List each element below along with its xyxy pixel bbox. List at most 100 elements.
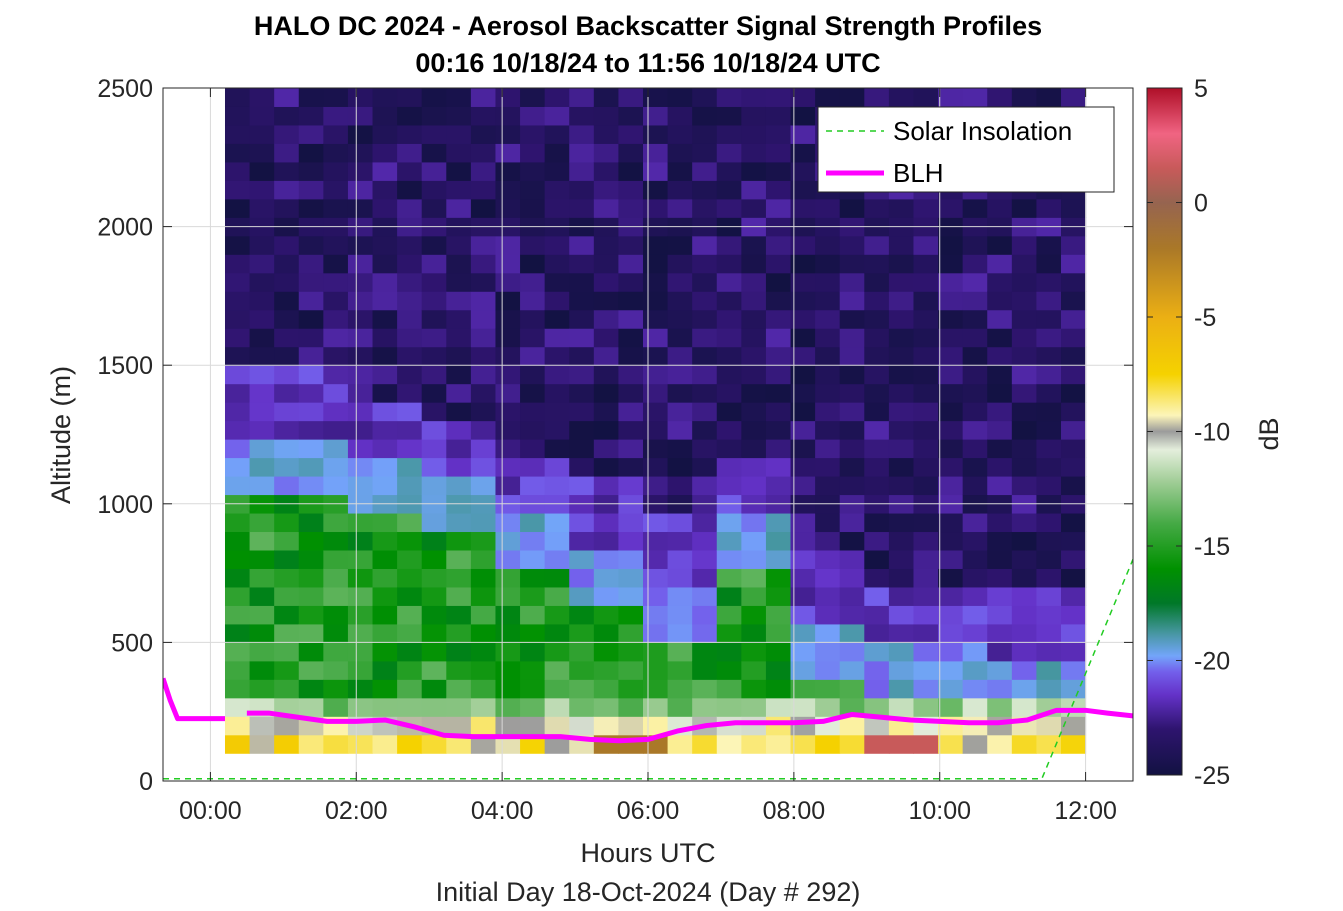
heatmap-cell [962, 439, 988, 459]
heatmap-cell [790, 697, 816, 717]
heatmap-cell [716, 106, 742, 126]
heatmap-cell [938, 605, 964, 625]
heatmap-cell [1011, 476, 1037, 496]
heatmap-cell [765, 346, 792, 366]
heatmap-cell [741, 180, 767, 200]
heatmap-cell [692, 734, 718, 754]
heatmap-cell [323, 586, 349, 606]
heatmap-cell [987, 660, 1013, 680]
heatmap-cell [987, 309, 1013, 329]
heatmap-cell [618, 586, 644, 606]
heatmap-cell [249, 586, 275, 606]
heatmap-cell [421, 254, 447, 274]
heatmap-cell [839, 568, 865, 588]
heatmap-cell [864, 679, 890, 699]
heatmap-cell [864, 697, 890, 717]
heatmap-cell [790, 439, 816, 459]
heatmap-cell [249, 106, 275, 126]
heatmap-cell [323, 642, 349, 662]
heatmap-cell [372, 642, 398, 662]
heatmap-cell [1036, 254, 1062, 274]
heatmap-cell [569, 476, 595, 496]
heatmap-cell [397, 328, 423, 348]
heatmap-cell [790, 550, 816, 569]
heatmap-cell [667, 531, 693, 551]
heatmap-cell [372, 420, 398, 440]
heatmap-cell [569, 660, 595, 680]
heatmap-cell [274, 716, 300, 736]
heatmap-cell [421, 383, 447, 403]
heatmap-cell [298, 586, 324, 606]
heatmap-cell [667, 235, 693, 255]
heatmap-cell [569, 642, 595, 662]
heatmap-cell [520, 513, 546, 533]
heatmap-cell [274, 476, 300, 496]
heatmap-cell [888, 550, 914, 569]
heatmap-cell [618, 420, 644, 440]
heatmap-cell [495, 642, 521, 662]
heatmap-cell [618, 476, 644, 496]
heatmap-cell [938, 365, 964, 385]
heatmap-cell [274, 383, 300, 403]
heatmap-cell [741, 161, 767, 181]
heatmap-cell [962, 550, 988, 569]
heatmap-cell [913, 586, 939, 606]
heatmap-cell [1036, 365, 1062, 385]
heatmap-cell [962, 513, 988, 533]
heatmap-cell [421, 439, 447, 459]
heatmap-cell [642, 476, 669, 496]
heatmap-cell [249, 568, 275, 588]
legend-box [817, 106, 1115, 193]
heatmap-cell [397, 383, 423, 403]
colorbar-label: dB [1254, 417, 1284, 450]
heatmap-cell [421, 660, 447, 680]
heatmap-cell [421, 143, 447, 163]
heatmap-cell [347, 124, 374, 144]
heatmap-cell [667, 476, 693, 496]
heatmap-cell [839, 586, 865, 606]
heatmap-cell [347, 697, 374, 717]
heatmap-cell [618, 328, 644, 348]
heatmap-cell [667, 328, 693, 348]
heatmap-cell [1011, 605, 1037, 625]
heatmap-cell [249, 124, 275, 144]
heatmap-cell [741, 623, 767, 643]
heatmap-cell [1036, 291, 1062, 311]
heatmap-cell [470, 531, 496, 551]
heatmap-cell [446, 365, 472, 385]
heatmap-cell [421, 642, 447, 662]
heatmap-cell [692, 513, 718, 533]
heatmap-cell [347, 531, 374, 551]
heatmap-cell [692, 457, 718, 477]
heatmap-cell [224, 568, 251, 588]
heatmap-cell [446, 88, 472, 107]
heatmap-cell [987, 402, 1013, 422]
heatmap-cell [864, 513, 890, 533]
heatmap-cell [938, 623, 964, 643]
heatmap-cell [569, 605, 595, 625]
heatmap-cell [1061, 513, 1087, 533]
heatmap-cell [888, 383, 914, 403]
heatmap-cell [224, 439, 251, 459]
heatmap-cell [987, 346, 1013, 366]
heatmap-cell [569, 328, 595, 348]
heatmap-cell [274, 328, 300, 348]
heatmap-cell [839, 291, 865, 311]
heatmap-cell [421, 180, 447, 200]
heatmap-cell [323, 513, 349, 533]
heatmap-cell [298, 106, 324, 126]
heatmap-cell [642, 309, 669, 329]
heatmap-cell [888, 660, 914, 680]
heatmap-cell [446, 586, 472, 606]
heatmap-cell [839, 679, 865, 699]
heatmap-cell [495, 586, 521, 606]
heatmap-cell [298, 328, 324, 348]
heatmap-cell [962, 309, 988, 329]
heatmap-cell [962, 531, 988, 551]
heatmap-cell [1036, 420, 1062, 440]
heatmap-cell [446, 734, 472, 754]
heatmap-cell [1011, 309, 1037, 329]
heatmap-cell [938, 568, 964, 588]
heatmap-cell [987, 365, 1013, 385]
heatmap-cell [815, 309, 841, 329]
